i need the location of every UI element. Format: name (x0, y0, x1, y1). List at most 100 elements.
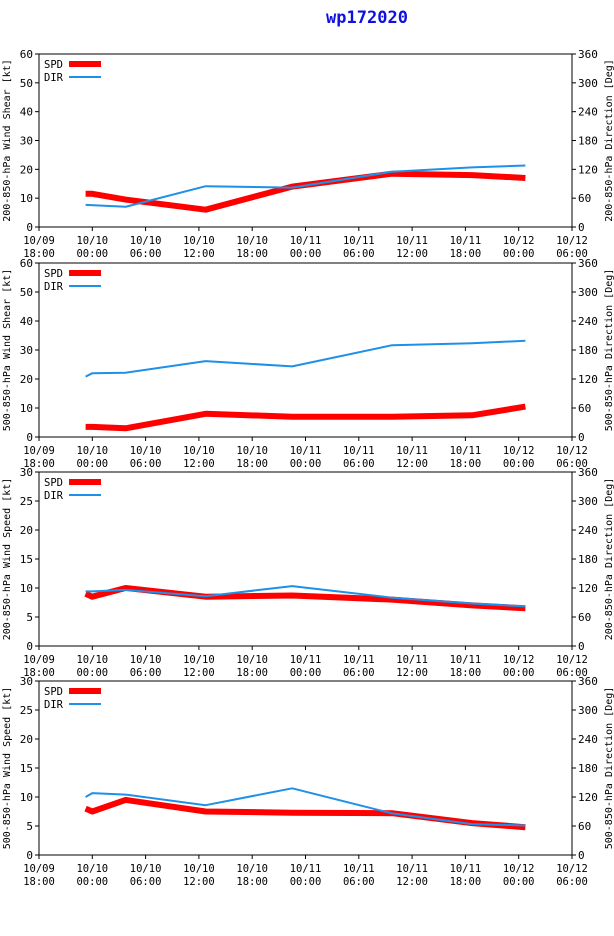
x-tick-time: 18:00 (23, 876, 55, 888)
x-tick-date: 10/11 (343, 654, 375, 666)
y2-tick-label: 300 (578, 495, 598, 508)
x-tick-date: 10/10 (236, 235, 268, 247)
plot-frame (38, 471, 573, 647)
y-tick-label: 0 (26, 221, 33, 234)
x-tick-date: 10/12 (556, 445, 588, 457)
x-tick-date: 10/12 (556, 235, 588, 247)
y-tick-label: 5 (26, 611, 33, 624)
x-tick-time: 18:00 (450, 667, 482, 679)
x-tick-time: 00:00 (290, 248, 322, 260)
legend-label: SPD (44, 268, 63, 280)
y-tick-label: 40 (20, 315, 33, 328)
y2-axis-label: 500-850-hPa Direction [Deg] (604, 687, 614, 850)
x-tick-time: 00:00 (76, 248, 108, 260)
x-tick-time: 18:00 (23, 458, 55, 470)
y-tick-label: 5 (26, 820, 33, 833)
x-tick-date: 10/10 (183, 235, 215, 247)
y-tick-label: 10 (20, 192, 33, 205)
x-tick-date: 10/11 (450, 235, 482, 247)
x-tick-time: 06:00 (130, 458, 162, 470)
x-tick-date: 10/11 (290, 654, 322, 666)
y2-tick-label: 60 (578, 820, 591, 833)
x-tick-time: 00:00 (503, 248, 535, 260)
y-tick-label: 10 (20, 582, 33, 595)
y-axis-label: 500-850-hPa Wind Speed [kt] (2, 687, 13, 850)
x-tick-time: 12:00 (396, 248, 428, 260)
x-tick-date: 10/10 (183, 863, 215, 875)
x-tick-time: 18:00 (236, 458, 268, 470)
y-tick-label: 25 (20, 704, 33, 717)
y2-tick-label: 60 (578, 611, 591, 624)
panel-500-850-wind-speed: 05101520253006012018024030036010/0918:00… (2, 675, 614, 888)
y-tick-label: 20 (20, 733, 33, 746)
x-tick-date: 10/12 (503, 445, 535, 457)
legend-label: DIR (44, 490, 64, 502)
y2-tick-label: 360 (578, 675, 598, 688)
x-tick-time: 18:00 (450, 248, 482, 260)
x-tick-time: 00:00 (76, 667, 108, 679)
x-tick-time: 18:00 (450, 876, 482, 888)
x-tick-time: 12:00 (183, 458, 215, 470)
y-tick-label: 15 (20, 762, 33, 775)
x-tick-date: 10/11 (290, 445, 322, 457)
x-tick-date: 10/11 (290, 863, 322, 875)
x-tick-date: 10/10 (76, 235, 108, 247)
y2-tick-label: 360 (578, 466, 598, 479)
x-tick-date: 10/11 (396, 235, 428, 247)
x-tick-time: 12:00 (183, 248, 215, 260)
x-tick-date: 10/11 (396, 445, 428, 457)
x-tick-time: 06:00 (343, 248, 375, 260)
y-tick-label: 0 (26, 431, 33, 444)
y-axis-label: 200-850-hPa Wind Shear [kt] (2, 59, 13, 222)
x-tick-time: 00:00 (503, 667, 535, 679)
x-tick-date: 10/10 (183, 445, 215, 457)
y-tick-label: 30 (20, 344, 33, 357)
x-tick-date: 10/10 (183, 654, 215, 666)
x-tick-time: 12:00 (183, 876, 215, 888)
x-tick-date: 10/10 (130, 863, 162, 875)
panel-200-850-wind-speed: 05101520253006012018024030036010/0918:00… (2, 466, 614, 679)
x-tick-date: 10/12 (556, 863, 588, 875)
y-tick-label: 50 (20, 77, 33, 90)
y2-tick-label: 360 (578, 48, 598, 61)
x-tick-date: 10/11 (343, 235, 375, 247)
y2-tick-label: 0 (578, 640, 585, 653)
y2-tick-label: 120 (578, 791, 598, 804)
x-tick-time: 06:00 (343, 667, 375, 679)
y-tick-label: 20 (20, 524, 33, 537)
x-tick-date: 10/11 (450, 445, 482, 457)
y-axis-label: 500-850-hPa Wind Shear [kt] (2, 269, 13, 432)
x-tick-time: 18:00 (236, 876, 268, 888)
x-tick-date: 10/11 (396, 654, 428, 666)
x-tick-date: 10/10 (130, 235, 162, 247)
x-tick-time: 06:00 (556, 876, 588, 888)
page-title: wp172020 (326, 8, 408, 28)
series-spd-line (85, 403, 526, 432)
y-tick-label: 0 (26, 849, 33, 862)
y2-tick-label: 120 (578, 373, 598, 386)
y-tick-label: 0 (26, 640, 33, 653)
y2-tick-label: 120 (578, 582, 598, 595)
y2-tick-label: 240 (578, 733, 598, 746)
series-dir-line (85, 787, 526, 827)
y2-tick-label: 240 (578, 315, 598, 328)
y-tick-label: 40 (20, 106, 33, 119)
x-tick-date: 10/09 (23, 445, 55, 457)
x-tick-date: 10/12 (503, 654, 535, 666)
x-tick-time: 06:00 (343, 458, 375, 470)
x-tick-time: 00:00 (503, 876, 535, 888)
series-dir-line (85, 585, 526, 608)
x-tick-time: 12:00 (396, 876, 428, 888)
y2-axis-label: 200-850-hPa Direction [Deg] (604, 59, 614, 222)
y-tick-label: 10 (20, 402, 33, 415)
x-tick-time: 00:00 (290, 667, 322, 679)
x-tick-time: 12:00 (396, 667, 428, 679)
x-tick-time: 12:00 (396, 458, 428, 470)
x-tick-date: 10/12 (503, 863, 535, 875)
panel-500-850-wind-shear: 010203040506006012018024030036010/0918:0… (2, 257, 614, 470)
x-tick-date: 10/11 (290, 235, 322, 247)
y-tick-label: 30 (20, 675, 33, 688)
x-tick-time: 06:00 (556, 458, 588, 470)
y-tick-label: 20 (20, 163, 33, 176)
x-tick-time: 06:00 (556, 667, 588, 679)
